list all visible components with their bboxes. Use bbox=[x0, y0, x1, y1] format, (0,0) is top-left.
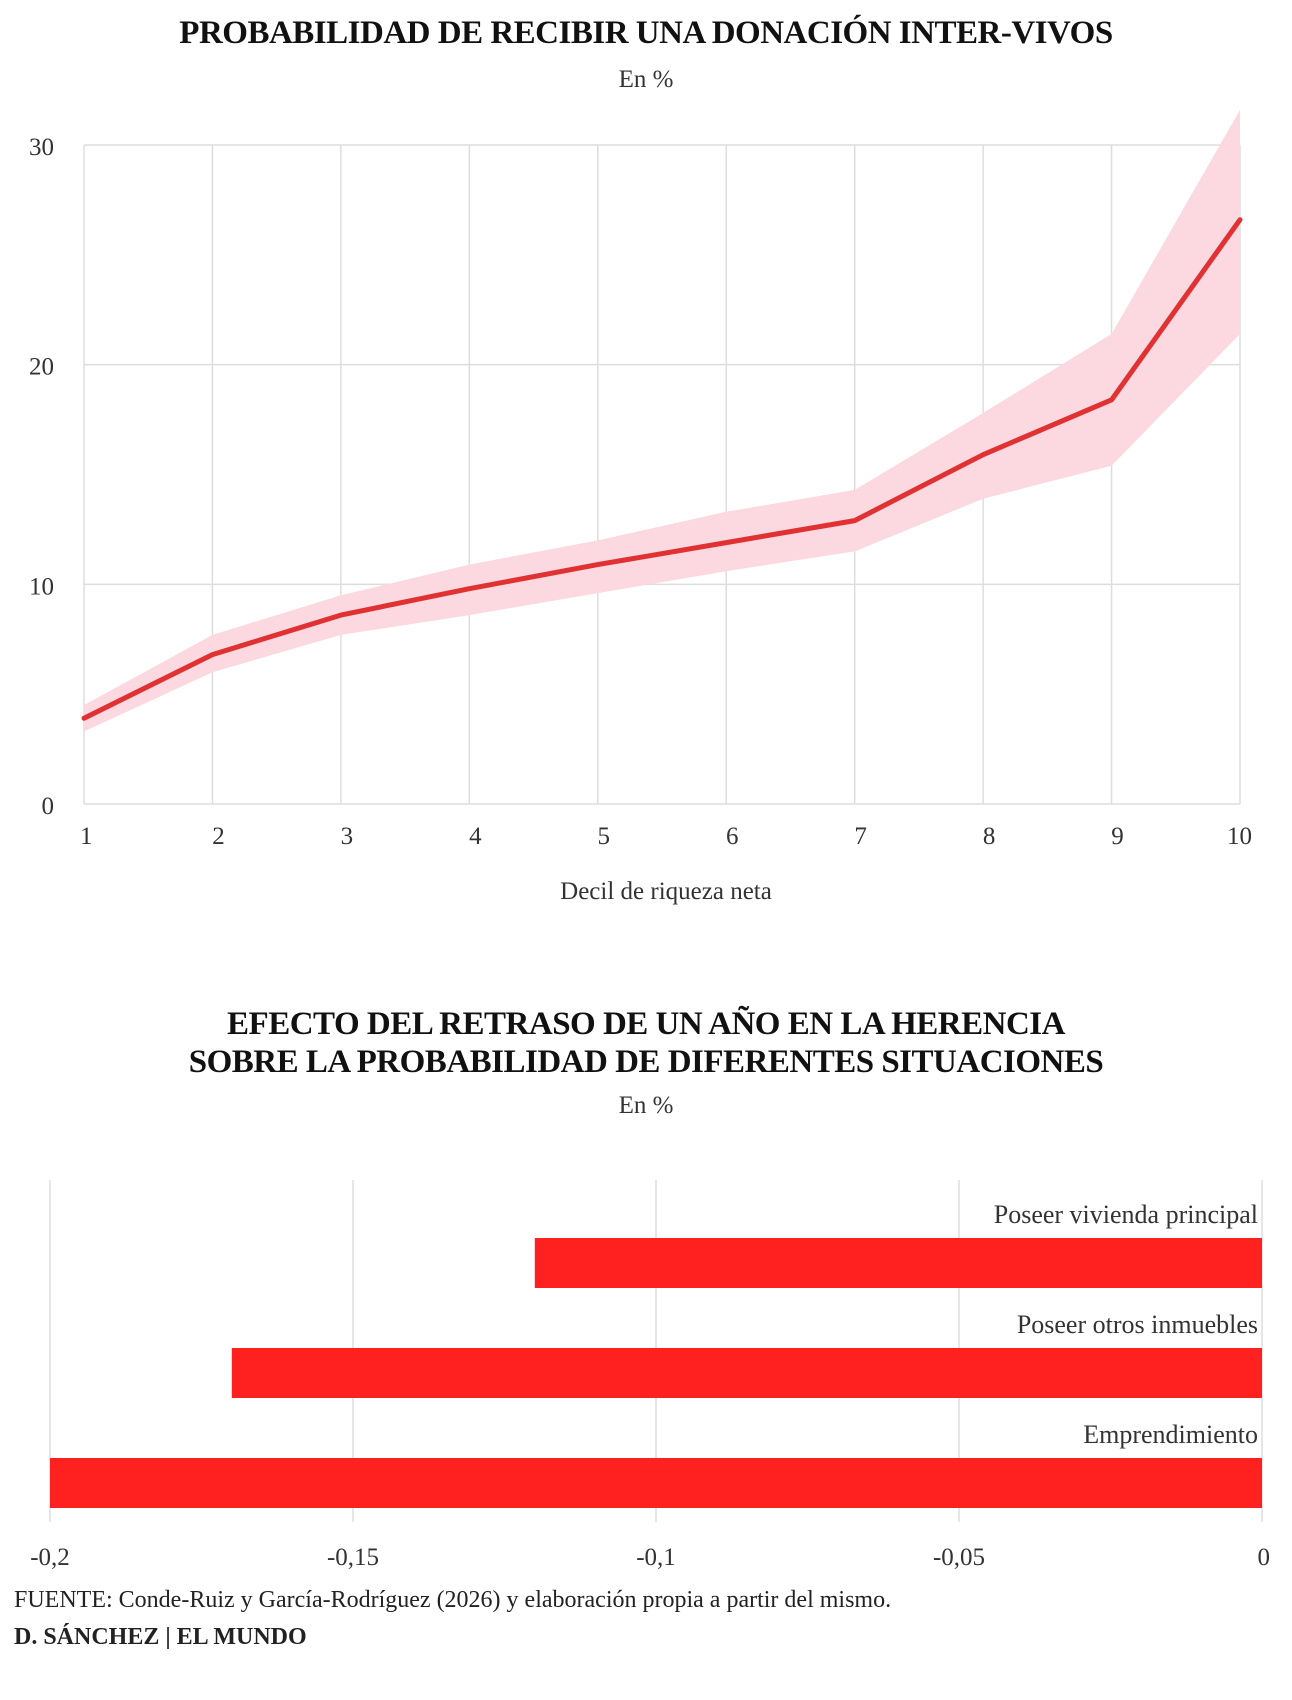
chart2-title-line-2: SOBRE LA PROBABILIDAD DE DIFERENTES SITU… bbox=[188, 1044, 1104, 1080]
x-tick-7: 7 bbox=[854, 823, 867, 850]
bar-1 bbox=[534, 1238, 1262, 1288]
source-note: FUENTE: Conde-Ruiz y García-Rodríguez (2… bbox=[14, 1587, 891, 1614]
x-tick-9: 9 bbox=[1111, 823, 1124, 850]
x-tick-2: 2 bbox=[212, 823, 225, 850]
y-tick-10: 10 bbox=[29, 573, 54, 600]
credit-text: D. SÁNCHEZ | EL MUNDO bbox=[14, 1624, 307, 1650]
chart2-title-line-1: EFECTO DEL RETRASO DE UN AÑO EN LA HEREN… bbox=[227, 1006, 1065, 1042]
series-line bbox=[81, 217, 1243, 721]
bars bbox=[50, 1238, 1262, 1508]
x-tick-10: 10 bbox=[1227, 823, 1252, 850]
x-tick-0: 0 bbox=[1258, 1544, 1271, 1571]
x-tick--0,2: -0,2 bbox=[30, 1544, 70, 1571]
y-tick-20: 20 bbox=[29, 354, 54, 381]
y-tick-labels: 0 10 20 30 bbox=[29, 134, 54, 820]
x-tick-3: 3 bbox=[341, 823, 354, 850]
y-tick-30: 30 bbox=[29, 134, 54, 161]
category-label-2: Poseer otros inmuebles bbox=[1017, 1310, 1258, 1339]
credit: D. SÁNCHEZ | EL MUNDO bbox=[14, 1624, 307, 1651]
bar-2 bbox=[231, 1348, 1262, 1398]
bar-chart: Poseer vivienda principal Poseer otros in… bbox=[30, 1180, 1270, 1571]
category-label-3: Emprendimiento bbox=[1083, 1420, 1258, 1449]
x-tick-1: 1 bbox=[80, 823, 93, 850]
x-axis-label: Decil de riqueza neta bbox=[560, 878, 772, 905]
source-text: Conde-Ruiz y García-Rodríguez (2026) y e… bbox=[112, 1587, 892, 1613]
confidence-band bbox=[84, 109, 1240, 732]
x-tick-6: 6 bbox=[726, 823, 739, 850]
chart1-subtitle: En % bbox=[618, 66, 674, 93]
line-chart: 1 2 3 4 5 6 7 8 9 10 0 10 20 30 Decil de riqueza net… bbox=[29, 109, 1252, 905]
source-label: FUENTE: bbox=[14, 1587, 113, 1613]
data-points bbox=[83, 219, 1241, 719]
x-tick--0,15: -0,15 bbox=[327, 1544, 379, 1571]
chart2-subtitle: En % bbox=[618, 1092, 674, 1119]
category-labels: Poseer vivienda principal Poseer otros in… bbox=[994, 1200, 1258, 1449]
category-label-1: Poseer vivienda principal bbox=[994, 1200, 1258, 1229]
x-tick-5: 5 bbox=[598, 823, 611, 850]
bar-3 bbox=[50, 1458, 1262, 1508]
x-tick-labels: -0,2 -0,15 -0,1 -0,05 0 bbox=[30, 1544, 1270, 1571]
x-tick-labels: 1 2 3 4 5 6 7 8 9 10 bbox=[80, 823, 1252, 850]
x-tick--0,05: -0,05 bbox=[933, 1544, 985, 1571]
x-tick--0,1: -0,1 bbox=[636, 1544, 676, 1571]
x-tick-4: 4 bbox=[469, 823, 482, 850]
x-tick-8: 8 bbox=[983, 823, 996, 850]
chart1-title: PROBABILIDAD DE RECIBIR UNA DONACIÓN INT… bbox=[179, 15, 1113, 51]
y-tick-0: 0 bbox=[42, 793, 55, 820]
